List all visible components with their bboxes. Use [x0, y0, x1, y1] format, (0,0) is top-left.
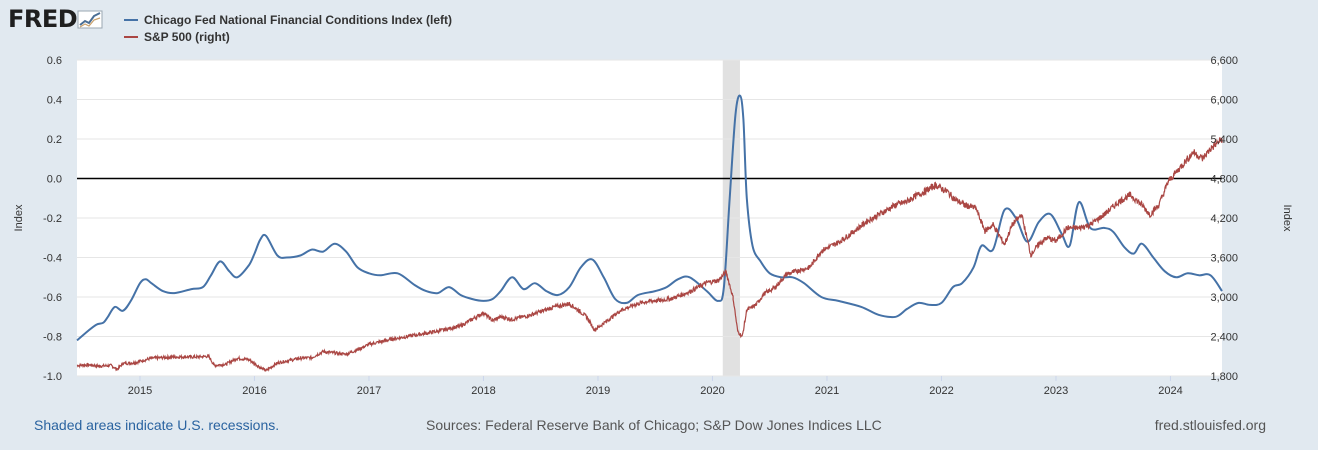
axis-labels: 0.6 0.4 0.2 0.0 -0.2 -0.4 -0.6 -0.8 -1.0 6,600 6,0… — [13, 55, 1293, 397]
legend-item-nfci[interactable]: Chicago Fed National Financial Condition… — [124, 11, 452, 28]
series-lines — [76, 94, 1223, 372]
recession-note-link[interactable]: Shaded areas indicate U.S. recessions. — [34, 417, 280, 433]
left-tick-label: 0.2 — [47, 134, 62, 146]
legend-item-sp500[interactable]: S&P 500 (right) — [124, 28, 452, 45]
legend-label-nfci: Chicago Fed National Financial Condition… — [144, 12, 453, 27]
series-line-sp500 — [76, 137, 1223, 372]
right-tick-label: 4,200 — [1210, 213, 1238, 225]
fred-logo[interactable]: FRED — [8, 5, 103, 33]
right-tick-label: 2,400 — [1210, 332, 1238, 344]
x-tick-label: 2017 — [357, 385, 381, 397]
right-tick-label: 6,000 — [1210, 95, 1238, 107]
x-tick-label: 2022 — [929, 385, 953, 397]
chart-legend: Chicago Fed National Financial Condition… — [124, 11, 452, 45]
left-tick-label: -0.2 — [43, 213, 62, 225]
x-tick-label: 2023 — [1044, 385, 1068, 397]
left-axis-title: Index — [13, 204, 25, 231]
site-link[interactable]: fred.stlouisfed.org — [1154, 417, 1266, 433]
left-tick-label: -0.4 — [43, 253, 62, 265]
left-tick-label: -0.6 — [43, 292, 62, 304]
x-tick-label: 2019 — [586, 385, 610, 397]
right-tick-label: 1,800 — [1210, 371, 1238, 383]
left-tick-label: 0.6 — [47, 55, 62, 67]
right-tick-label: 4,800 — [1210, 174, 1238, 186]
x-tick-label: 2020 — [700, 385, 724, 397]
left-tick-label: 0.4 — [47, 95, 62, 107]
chart-trend-icon — [77, 10, 103, 29]
right-tick-label: 6,600 — [1210, 55, 1238, 67]
x-tick-label: 2021 — [815, 385, 839, 397]
right-tick-label: 3,000 — [1210, 292, 1238, 304]
x-tick-label: 2024 — [1158, 385, 1182, 397]
legend-swatch-blue — [124, 18, 138, 21]
right-tick-label: 5,400 — [1210, 134, 1238, 146]
left-tick-label: 0.0 — [47, 174, 62, 186]
legend-swatch-red — [124, 35, 138, 38]
series-line-nfci — [76, 94, 1223, 342]
left-tick-label: -0.8 — [43, 332, 62, 344]
logo-text: FRED — [8, 5, 78, 33]
right-tick-label: 3,600 — [1210, 253, 1238, 265]
x-tick-label: 2015 — [128, 385, 152, 397]
x-tick-label: 2018 — [471, 385, 495, 397]
left-tick-label: -1.0 — [43, 371, 62, 383]
sources-text: Sources: Federal Reserve Bank of Chicago… — [426, 417, 882, 433]
right-axis-title: Index — [1281, 205, 1293, 232]
legend-label-sp500: S&P 500 (right) — [144, 29, 230, 44]
x-tick-label: 2016 — [242, 385, 266, 397]
